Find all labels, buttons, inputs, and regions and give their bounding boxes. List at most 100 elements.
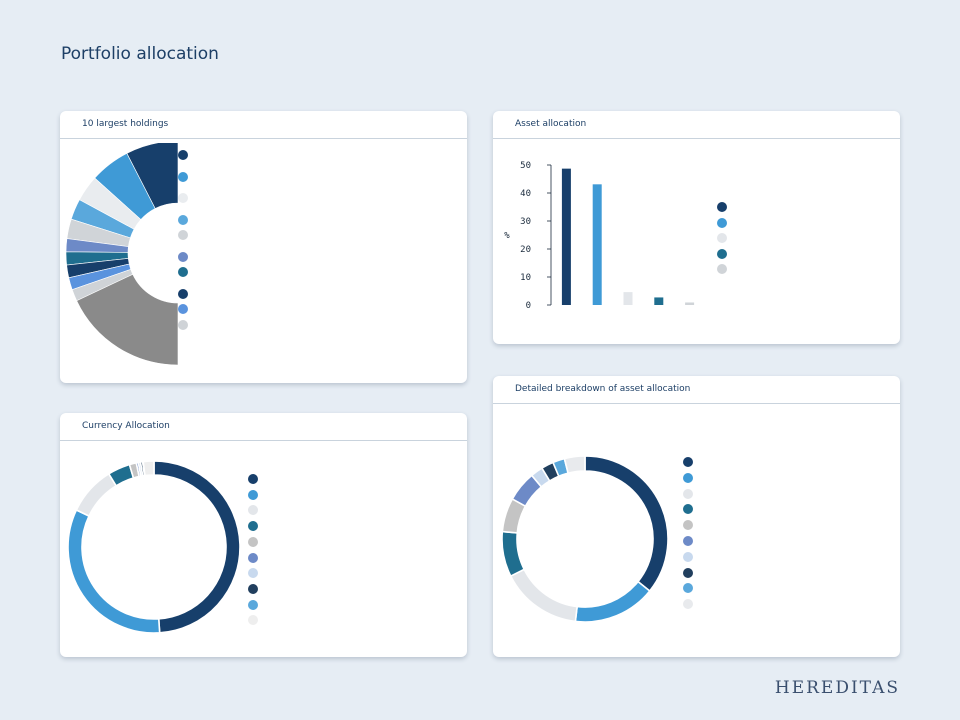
donut-legend-dot [683,520,693,531]
card-divider [493,138,900,139]
donut-legend-row [60,521,467,533]
donut-legend-row [60,505,467,517]
donut-legend-dot [683,551,693,562]
holdings-card: 10 largest holdings [60,111,467,383]
holdings-card-title: 10 largest holdings [82,119,169,129]
donut-legend-row [60,489,467,502]
donut-legend-row [60,552,467,565]
holding-color-dot [178,251,188,262]
holding-row [60,266,467,286]
y-axis-label: % [504,231,510,241]
card-divider [60,138,467,139]
donut-legend-dot [248,474,258,484]
asset-legend-dot [717,248,727,259]
asset-legend-row [493,202,900,214]
asset-allocation-card: Asset allocation 0 10 20 30 40 50% [493,111,900,344]
y-tick-label: 50 [520,161,531,171]
asset-legend-dot [717,264,727,275]
asset-legend-dot [717,217,727,228]
donut-legend-dot [248,536,258,547]
bar [561,168,571,305]
donut-legend-row [493,457,900,469]
asset-allocation-title: Asset allocation [515,119,587,129]
donut-legend-dot [683,536,693,546]
currency-allocation-card: Currency Allocation [60,413,467,657]
y-tick-label: 40 [520,189,531,199]
y-tick-label: 10 [520,273,531,283]
currency-donut [67,460,241,634]
holding-slice [66,218,131,247]
holding-color-dot [178,230,188,240]
holding-slice [70,199,135,239]
holding-color-dot [178,267,188,277]
donut-legend-dot [248,521,258,532]
holding-total-row [60,339,467,351]
donut-legend-dot [248,489,258,500]
holding-color-dot [178,288,188,299]
holding-color-dot [178,171,188,182]
donut-legend-dot [683,472,693,483]
holdings-donut [65,143,179,366]
asset-legend-row [493,217,900,230]
donut-legend-dot [248,505,258,516]
holding-slice [65,238,129,253]
holding-color-dot [178,319,188,330]
holding-color-dot [178,150,188,160]
donut-legend-dot [248,583,258,594]
donut-legend-row [493,536,900,548]
donut-legend-row [60,583,467,596]
y-tick-label: 0 [526,301,531,311]
bar [654,297,664,305]
holding-color-dot [178,304,188,314]
page-title: Portfolio allocation [61,44,219,64]
holding-slice [65,251,129,266]
bar [623,292,633,305]
donut-legend-row [60,536,467,549]
donut-legend-dot [683,488,693,499]
donut-legend-dot [248,568,258,579]
holding-row [60,192,467,212]
holding-slice [126,143,179,209]
donut-legend-dot [683,457,693,467]
bar [592,184,602,305]
asset-legend-row [493,248,900,261]
donut-legend-row [60,615,467,627]
donut-legend-row [493,567,900,580]
donut-legend-row [493,520,900,532]
asset-legend-row [493,264,900,276]
donut-legend-row [60,568,467,580]
holding-row [60,149,467,169]
donut-legend-row [493,551,900,564]
holding-color-dot [178,193,188,203]
rest-of-portfolio-slice [76,273,179,366]
y-tick-label: 30 [520,217,531,227]
holding-slice [94,152,156,220]
donut-legend-row [493,472,900,485]
currency-allocation-title: Currency Allocation [82,421,170,431]
donut-legend-row [60,599,467,612]
donut-slice [142,460,155,477]
holding-row [60,251,467,271]
donut-legend-dot [248,615,258,626]
card-divider [493,403,900,404]
brand-logo: HEREDITAS [774,678,900,698]
holding-row [60,319,467,339]
holding-slice [66,258,130,279]
donut-legend-dot [683,583,693,594]
holding-row [60,171,467,191]
holding-row [60,303,467,323]
asset-legend-dot [717,233,727,244]
card-divider [60,440,467,441]
donut-legend-dot [683,504,693,515]
holding-total-row [60,354,467,366]
holding-slice [68,263,132,291]
donut-legend-dot [683,599,693,610]
asset-allocation-bar-chart: 0 10 20 30 40 50% [504,161,695,311]
holding-row [60,229,467,249]
detailed-breakdown-title: Detailed breakdown of asset allocation [515,384,691,394]
donut-slice [563,455,586,475]
donut-legend-dot [248,599,258,610]
donut-legend-row [60,474,467,486]
detailed-breakdown-card: Detailed breakdown of asset allocation [493,376,900,657]
asset-legend-dot [717,202,727,212]
